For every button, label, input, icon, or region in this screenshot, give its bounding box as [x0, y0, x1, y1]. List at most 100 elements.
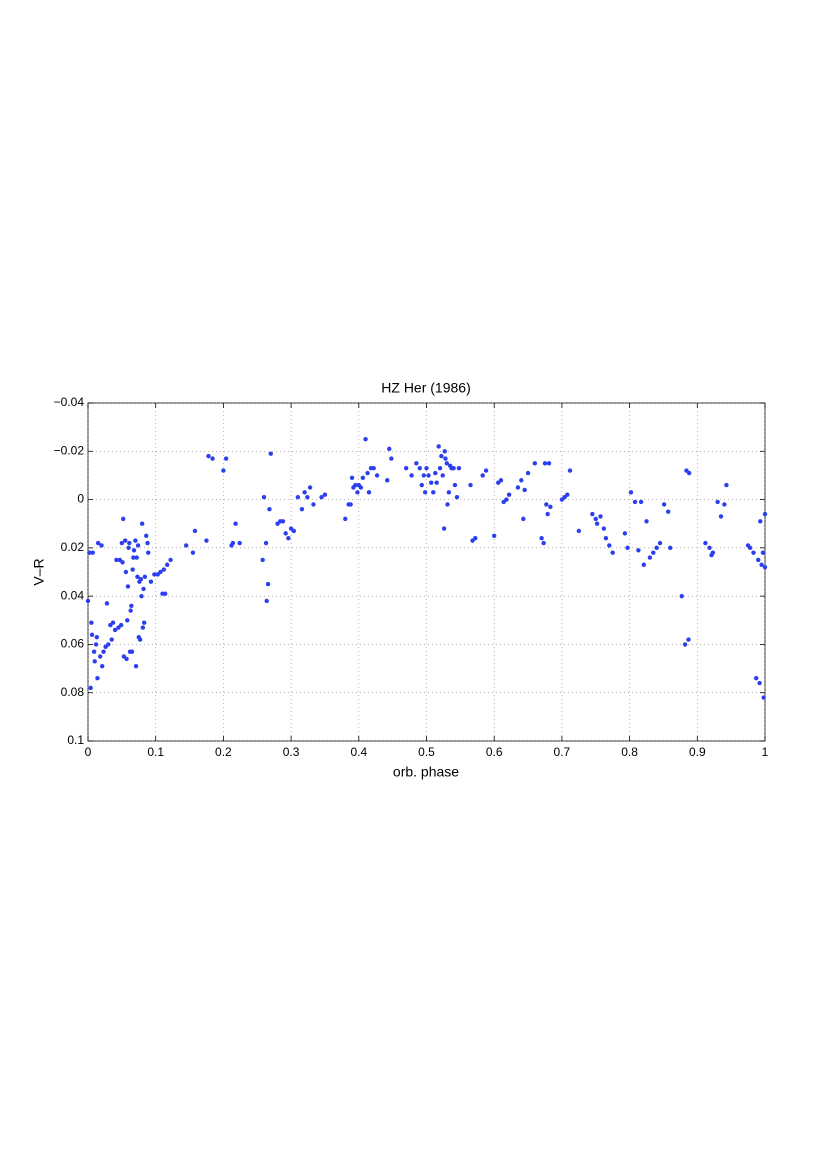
data-point	[88, 685, 93, 691]
data-point	[722, 502, 727, 507]
data-point	[751, 550, 756, 555]
data-point	[363, 437, 368, 442]
data-point	[544, 502, 549, 507]
data-point	[636, 548, 641, 553]
y-tick-label: 0.1	[67, 733, 84, 747]
data-point	[125, 584, 131, 589]
x-tick-label: 0.5	[418, 745, 435, 759]
data-point	[125, 618, 130, 623]
data-point	[483, 468, 489, 473]
data-point	[95, 676, 100, 681]
data-point	[152, 572, 157, 577]
data-point	[601, 526, 607, 531]
data-point	[91, 649, 97, 654]
data-point	[128, 608, 133, 613]
data-point	[668, 545, 673, 551]
data-point	[358, 485, 364, 490]
data-point	[348, 502, 353, 507]
data-point	[445, 502, 450, 507]
data-point	[165, 562, 170, 567]
data-point	[718, 514, 724, 519]
data-point	[761, 695, 766, 700]
data-point	[223, 456, 229, 461]
data-point	[374, 473, 380, 478]
data-point	[480, 473, 485, 478]
data-point	[426, 473, 431, 478]
data-point	[104, 601, 110, 606]
data-point	[522, 487, 527, 493]
data-point	[632, 499, 638, 505]
data-point	[593, 516, 598, 522]
data-point	[444, 461, 450, 466]
data-point	[498, 478, 504, 483]
data-point	[133, 663, 139, 669]
data-point	[141, 620, 147, 625]
data-point	[492, 533, 497, 538]
data-point	[446, 490, 452, 495]
data-point	[385, 478, 390, 483]
data-point	[657, 540, 663, 546]
data-point	[429, 480, 434, 485]
data-point	[433, 470, 438, 476]
data-point	[456, 465, 462, 471]
data-point	[594, 521, 600, 526]
data-point	[139, 521, 145, 526]
data-point	[387, 446, 392, 452]
x-tick-label: 0.8	[621, 745, 638, 759]
data-point	[131, 548, 137, 553]
data-point	[703, 540, 708, 546]
data-point	[114, 557, 119, 563]
data-point	[665, 509, 671, 514]
x-tick-label: 0.3	[283, 745, 300, 759]
data-point	[422, 490, 428, 495]
data-point	[138, 577, 144, 582]
data-point	[625, 545, 630, 551]
data-point	[757, 680, 762, 686]
data-point	[142, 574, 148, 580]
data-point	[139, 593, 144, 599]
x-tick-label: 1	[762, 745, 769, 759]
data-point	[598, 514, 603, 519]
data-point	[715, 499, 720, 505]
data-point	[230, 540, 236, 546]
data-point	[299, 507, 305, 512]
data-point	[365, 470, 370, 476]
data-point	[85, 598, 91, 604]
data-point	[134, 555, 139, 560]
data-point	[141, 586, 146, 592]
x-tick-label: 0	[85, 745, 92, 759]
data-point	[539, 536, 544, 541]
data-point	[628, 490, 634, 495]
data-point	[661, 502, 667, 507]
data-point	[118, 622, 124, 628]
data-point	[311, 502, 316, 507]
data-point	[441, 526, 447, 531]
data-point	[371, 465, 376, 471]
data-point	[686, 470, 692, 476]
data-point	[452, 482, 458, 488]
data-point	[322, 492, 328, 497]
data-point	[110, 620, 116, 625]
data-point	[260, 557, 265, 563]
data-point	[519, 478, 524, 483]
data-point	[263, 540, 269, 546]
data-point	[158, 569, 163, 575]
data-point	[417, 465, 422, 471]
data-point	[541, 540, 546, 546]
y-axis-label: V–R	[31, 558, 47, 585]
data-point	[545, 511, 550, 517]
data-point	[546, 461, 552, 466]
data-point	[542, 461, 548, 466]
data-point	[90, 550, 95, 555]
data-point	[576, 528, 582, 534]
data-point	[414, 461, 419, 466]
data-point	[265, 581, 271, 587]
data-point	[144, 533, 149, 538]
data-point	[343, 516, 348, 522]
y-tick-label: 0.08	[61, 685, 85, 699]
data-point	[753, 676, 759, 681]
data-point	[525, 470, 531, 476]
data-point	[135, 543, 141, 548]
data-point	[762, 511, 768, 517]
